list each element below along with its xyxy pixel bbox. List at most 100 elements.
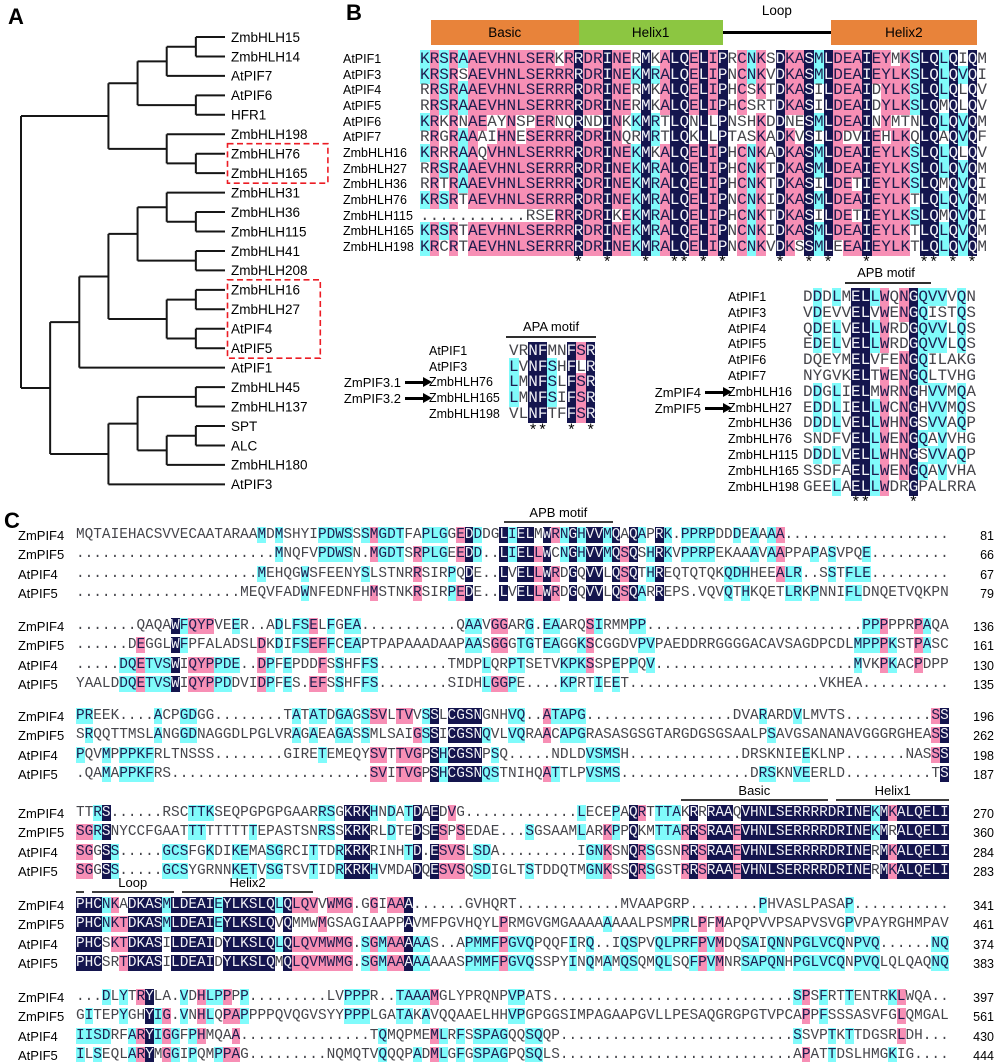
alignment-row-label: AtPIF4 xyxy=(18,1028,58,1044)
alignment-row-label: AtPIF4 xyxy=(18,936,58,952)
tree-leaf-label[interactable]: HFR1 xyxy=(231,108,266,123)
alignment-row-label: ZmbHLH36 xyxy=(343,177,407,192)
tree-leaf-label[interactable]: ZmbHLH36 xyxy=(231,205,300,220)
tree-leaf-label[interactable]: ZmbHLH115 xyxy=(231,224,307,239)
alignment-row-sequence: ...........RSERRRDRIKEKMRALQELIPHCNKTDKA… xyxy=(420,206,987,225)
alignment-row-sequence: NYGVKELTWENGQLTVHG xyxy=(803,367,976,385)
row-position-number: 198 xyxy=(973,748,994,763)
tree-leaf-label[interactable]: ZmbHLH180 xyxy=(231,458,308,473)
apa-motif-title: APA motif xyxy=(522,319,580,334)
tree-leaf-label[interactable]: AtPIF5 xyxy=(231,341,272,356)
alignment-row-label: ZmbHLH76 xyxy=(343,192,407,207)
alignment-row-sequence: SGGSS.....GCSFGKDIKEMASGRCITTDRKRKRINHTD… xyxy=(76,843,949,860)
row-position-number: 444 xyxy=(973,1048,994,1062)
row-position-number: 341 xyxy=(973,899,994,913)
tree-leaf-label[interactable]: ZmbHLH137 xyxy=(231,399,308,414)
alignment-row-label: ZmPIF5 xyxy=(18,1009,65,1025)
panel-a-label: A xyxy=(8,4,24,29)
alignment-row-label: ZmPIF4 xyxy=(18,709,65,724)
tree-leaf-label[interactable]: AtPIF3 xyxy=(231,477,272,492)
domain-bar-basic: Basic xyxy=(430,20,579,45)
alignment-row-sequence: RRSRAAEVHNLSERRRRDRINERMKALQELIPHCSRTDKA… xyxy=(420,96,987,115)
tree-leaf-label[interactable]: SPT xyxy=(231,419,257,434)
row-position-number: 135 xyxy=(973,677,994,692)
alignment-row-sequence: DDDLMELLWQNGQVVVQN xyxy=(803,288,976,306)
tree-leaf-label[interactable]: ALC xyxy=(231,438,258,453)
alignment-row-label: ZmbHLH76 xyxy=(728,432,792,447)
domain-label: APB motif xyxy=(529,505,588,520)
tree-leaf-label[interactable]: ZmbHLH14 xyxy=(231,49,301,64)
tree-leaf-label[interactable]: AtPIF6 xyxy=(231,88,272,103)
alignment-row-sequence: VDEVVELVWENGQISTQS xyxy=(803,303,976,322)
alignment-row-label: AtPIF5 xyxy=(18,863,58,879)
alignment-row-label: ZmbHLH198 xyxy=(728,479,799,494)
alignment-row-sequence: YAALDDQETVSWIQYPPDDVIDPFES.EFSSHFFS.....… xyxy=(76,675,949,692)
alignment-row-sequence: PHCNKADKASMLDEAIEYLKSLQLQLQVVWMG.GGIAAA.… xyxy=(76,897,949,913)
alignment-row-sequence: DDDLVELLWHNGSVVAQP xyxy=(803,414,976,433)
tree-leaf-label[interactable]: ZmbHLH31 xyxy=(231,185,300,200)
alignment-row-sequence: PHCNKTDKASMLDEAIEYLKSLQVQMMWMGSAGIAAPPAV… xyxy=(76,916,949,933)
tree-leaf-label[interactable]: ZmbHLH76 xyxy=(231,147,300,162)
row-position-number: 161 xyxy=(973,639,994,654)
tree-leaf-label[interactable]: AtPIF1 xyxy=(231,360,272,375)
row-position-number: 284 xyxy=(973,845,994,860)
alignment-row-sequence: MQTAIEHACSVVECAATARAAMDMSHYIPDWSSSMGDTFA… xyxy=(76,527,949,543)
domain-line-helix2 xyxy=(181,891,314,893)
tree-leaf-label[interactable]: ZmbHLH15 xyxy=(231,30,300,45)
alignment-row-sequence: SGGSS.....GCSYGRNNKETVSGTSVTIDRKRKHVMDAD… xyxy=(76,862,949,879)
tree-leaf-label[interactable]: ZmbHLH208 xyxy=(231,263,308,278)
arrow-text: ZmPIF3.1 xyxy=(343,375,401,391)
row-position-number: 360 xyxy=(973,826,994,841)
pif-name-arrow: ZmPIF3.2 xyxy=(336,391,432,406)
row-position-number: 187 xyxy=(973,767,994,782)
arrow-icon xyxy=(405,377,432,388)
alignment-row-sequence: TTRS......RSCTTKSEQPGPGPGAARRSGKRKHNDATD… xyxy=(76,805,949,821)
row-position-number: 461 xyxy=(973,918,994,933)
tree-leaf-label[interactable]: ZmbHLH27 xyxy=(231,302,300,317)
tree-leaf-label[interactable]: ZmbHLH16 xyxy=(231,283,300,298)
alignment-row-label: ZmPIF4 xyxy=(18,898,65,913)
alignment-row-sequence: .....................MEHQGWSFEENYSLSTNRR… xyxy=(76,565,949,582)
alignment-row-label: AtPIF6 xyxy=(728,353,767,368)
row-position-number: 561 xyxy=(973,1010,994,1025)
alignment-row-label: ZmbHLH16 xyxy=(728,384,792,399)
alignment-row-sequence: SGRSNYCCFGAATTTTTTTTTEPASTSNRSSKRKRLDTED… xyxy=(76,824,949,841)
alignment-row-sequence: SRQQTTMSLANGGDNAGGDLPGLVRAGAEAGASSMLSAIG… xyxy=(76,727,949,744)
tree-leaf-label[interactable]: ZmbHLH41 xyxy=(231,244,300,259)
tree-leaf-label[interactable]: ZmbHLH198 xyxy=(231,127,308,142)
alignment-row-sequence: EDELVELLWRDGQVVLQS xyxy=(803,335,976,354)
alignment-row-sequence: GEELAELLWDRGPALRRA xyxy=(803,477,976,496)
alignment-row-label: ZmbHLH165 xyxy=(728,463,799,478)
row-position-number: 196 xyxy=(973,710,994,724)
alignment-row-sequence: .......................MNQFVPDWSN.MGDTSR… xyxy=(76,546,949,563)
row-position-number: 130 xyxy=(973,658,994,673)
alignment-row-sequence: PHCSRTDKASILDEAIDYLKSLQMQLQVMWMG.SGMAAAA… xyxy=(76,954,949,971)
alignment-row-sequence: QDELVELLWRDGQVVLQS xyxy=(803,319,976,338)
alignment-row-label: ZmbHLH115 xyxy=(343,208,413,223)
alignment-row-sequence: KRRRAAQVHNLSERRRRDRINEKMKALQELIPHCNKADKA… xyxy=(420,143,987,162)
alignment-row-sequence: KRKRNAEAYNSPERNQRNDINKKMRTLQNLLPNSHKDDNE… xyxy=(420,112,987,131)
row-position-number: 66 xyxy=(980,548,994,563)
domain-line-loop xyxy=(91,891,174,893)
alignment-row-sequence: KRSRAAEVHNLSERKRRDRINERMKALQELIPRCNKSDKA… xyxy=(420,50,987,68)
pif-name-arrow: ZmPIF4 xyxy=(636,385,732,400)
arrow-icon xyxy=(405,393,432,404)
apb-motif-title: APB motif xyxy=(857,265,915,280)
tree-leaf-label[interactable]: AtPIF4 xyxy=(231,322,273,337)
tree-leaf-label[interactable]: AtPIF7 xyxy=(231,69,272,84)
pif-name-arrow: ZmPIF3.1 xyxy=(336,375,432,391)
alignment-row-label: AtPIF5 xyxy=(18,585,58,601)
alignment-row-label: AtPIF4 xyxy=(343,83,382,98)
tree-leaf-label[interactable]: ZmbHLH165 xyxy=(231,166,308,181)
highlight-box xyxy=(226,142,329,184)
row-position-number: 81 xyxy=(980,529,994,543)
alignment-row-sequence: DDGLIELMWRNGHVVMQA xyxy=(803,382,976,401)
apa-motif-underline xyxy=(506,336,596,338)
alignment-row-sequence: .QAMAPPKFRS.......................SVITVG… xyxy=(76,765,949,782)
alignment-row-sequence: LVNFSHFLR xyxy=(509,357,596,376)
row-position-number: 262 xyxy=(973,729,994,744)
row-position-number: 374 xyxy=(973,937,994,952)
tree-leaf-label[interactable]: ZmbHLH45 xyxy=(231,380,300,395)
alignment-row-label: AtPIF5 xyxy=(18,955,58,971)
